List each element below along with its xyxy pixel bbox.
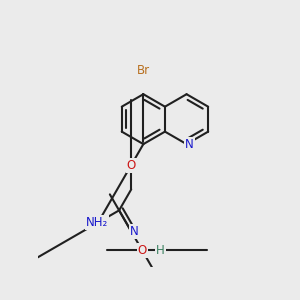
Text: O: O [138, 244, 147, 257]
Text: N: N [130, 225, 138, 238]
Text: N: N [185, 138, 194, 151]
Text: NH₂: NH₂ [86, 216, 108, 229]
Text: O: O [127, 159, 136, 172]
Text: Br: Br [137, 64, 150, 77]
Text: H: H [156, 244, 165, 257]
